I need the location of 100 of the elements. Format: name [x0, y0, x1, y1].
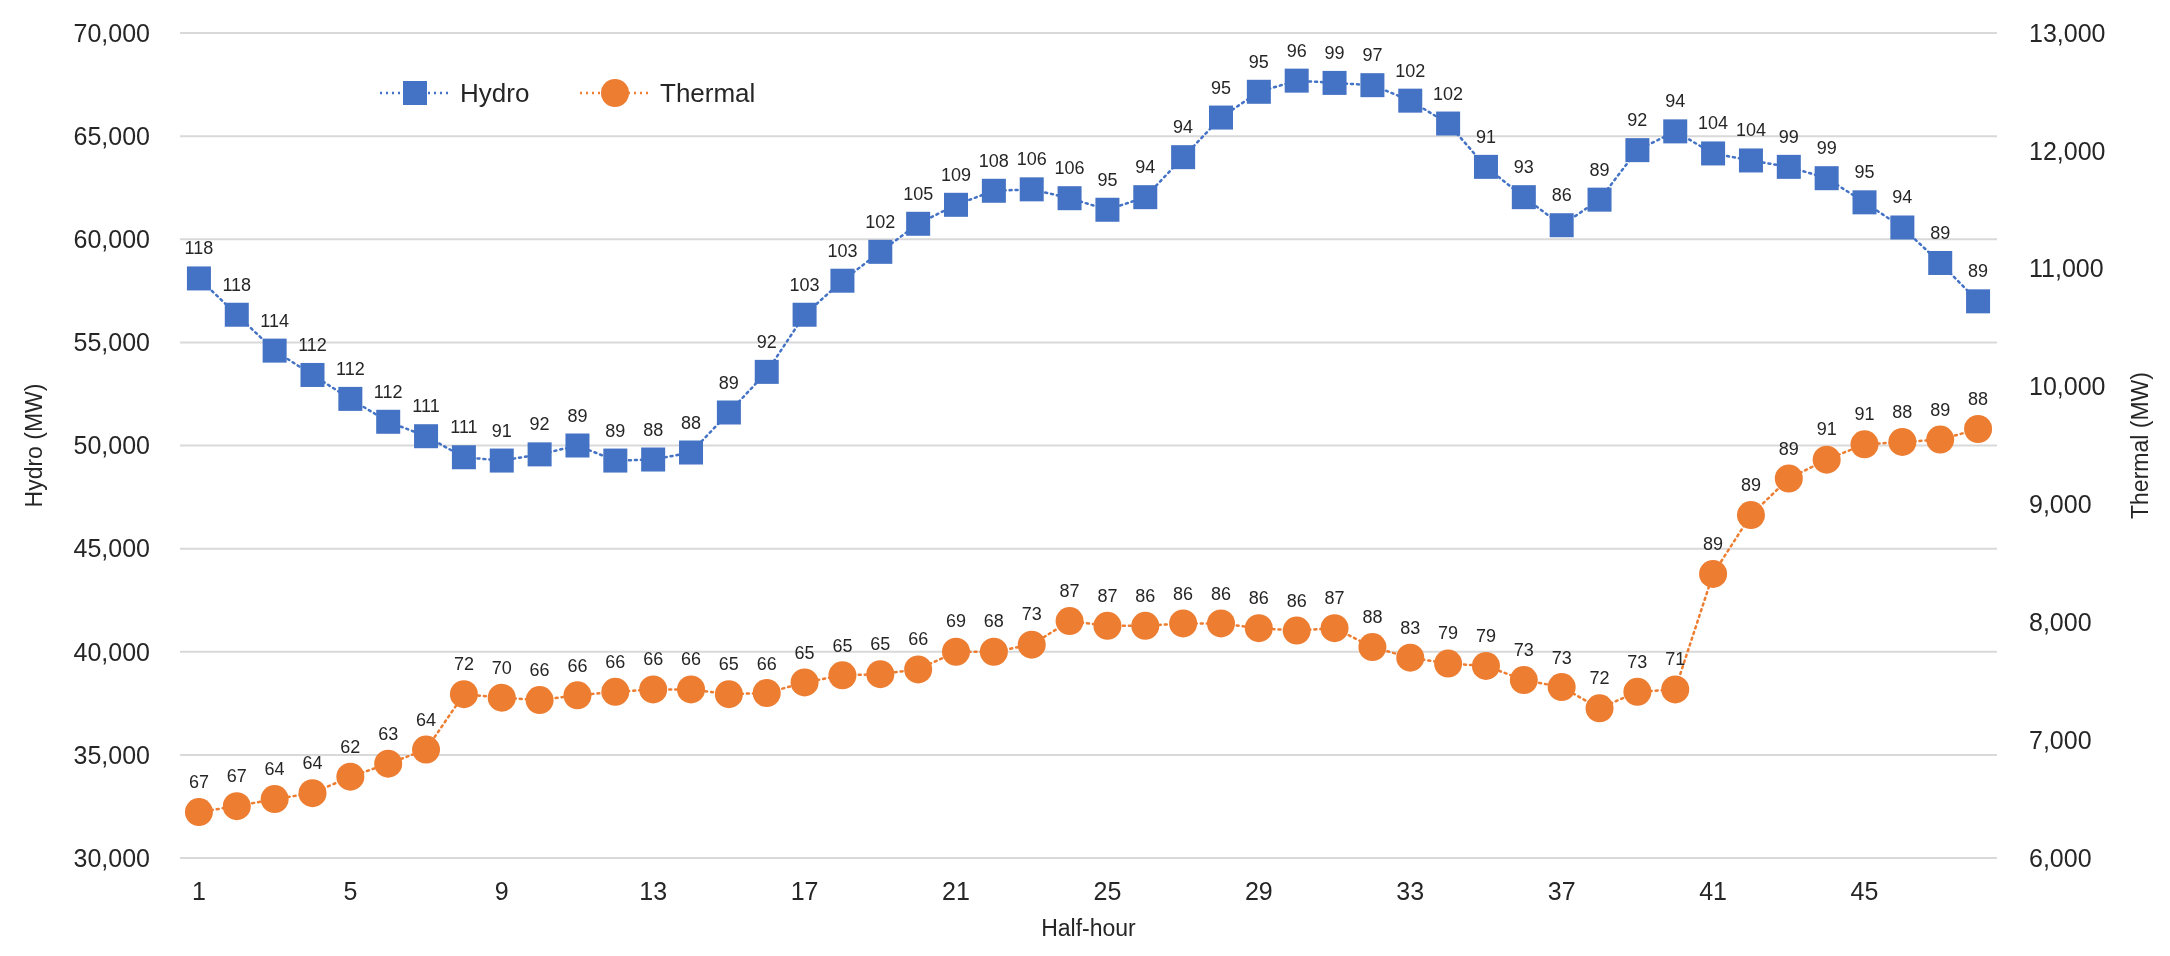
- annotation: 89: [1778, 438, 1799, 459]
- annotation: 104: [1735, 120, 1766, 141]
- point: [1890, 215, 1915, 240]
- annotation: 65: [832, 635, 853, 656]
- annotation: 88: [681, 412, 702, 433]
- point: [222, 792, 251, 821]
- annotation: 102: [1395, 60, 1426, 81]
- x-tick-label: 21: [942, 877, 970, 905]
- annotation: 109: [940, 164, 972, 185]
- point: [376, 409, 401, 434]
- y2-tick-label: 10,000: [2029, 372, 2106, 401]
- annotation: 118: [184, 238, 214, 259]
- annotation: 88: [643, 419, 664, 440]
- point: [487, 683, 516, 712]
- annotation: 73: [1021, 604, 1042, 625]
- point: [565, 433, 590, 458]
- point: [1055, 607, 1084, 636]
- annotation: 111: [412, 396, 440, 417]
- point: [1171, 145, 1196, 170]
- annotation: 114: [260, 310, 289, 331]
- y-tick-label: 45,000: [73, 534, 150, 563]
- annotation: 68: [983, 611, 1004, 632]
- point: [1814, 166, 1839, 191]
- y-axis-title: Hydro (MW): [21, 383, 47, 508]
- annotation: 64: [416, 709, 437, 730]
- point: [981, 178, 1006, 203]
- point: [298, 779, 327, 808]
- annotation: 87: [1097, 585, 1118, 606]
- annotation: 112: [335, 358, 365, 379]
- point: [300, 362, 325, 387]
- point: [906, 211, 931, 236]
- annotation: 65: [718, 654, 739, 675]
- y-tick-label: 30,000: [73, 843, 150, 872]
- point: [1776, 154, 1801, 179]
- annotation: 86: [1551, 185, 1572, 206]
- annotation: 87: [1059, 580, 1080, 601]
- x-tick-label: 29: [1244, 877, 1273, 905]
- point: [1661, 675, 1690, 704]
- y2-tick-label: 7,000: [2029, 725, 2092, 754]
- point: [336, 762, 365, 791]
- annotation: 66: [681, 649, 702, 670]
- point: [1549, 213, 1574, 238]
- y-tick-label: 60,000: [73, 225, 150, 253]
- annotation: 91: [1816, 419, 1837, 440]
- annotation: 89: [567, 405, 588, 426]
- point: [904, 655, 933, 684]
- point: [1926, 425, 1955, 454]
- point: [601, 677, 630, 706]
- annotation: 67: [226, 765, 247, 786]
- point: [828, 661, 857, 690]
- x-tick-label: 25: [1093, 877, 1122, 905]
- point: [563, 681, 592, 710]
- annotation: 88: [1892, 401, 1913, 422]
- annotation: 95: [1210, 77, 1232, 98]
- point: [1812, 445, 1841, 474]
- annotation: 94: [1892, 187, 1913, 208]
- y2-tick-label: 11,000: [2029, 254, 2104, 283]
- annotation: 66: [529, 660, 550, 681]
- point: [679, 440, 704, 465]
- point: [186, 266, 211, 291]
- point: [1625, 138, 1650, 163]
- point: [1244, 614, 1273, 643]
- point: [338, 386, 363, 411]
- annotation: 112: [298, 334, 327, 355]
- point: [1019, 177, 1044, 202]
- annotation: 73: [1513, 639, 1534, 660]
- point: [1738, 148, 1763, 173]
- annotation: 94: [1135, 157, 1156, 178]
- point: [1928, 250, 1953, 275]
- annotation: 89: [1930, 399, 1951, 420]
- annotation: 70: [491, 657, 512, 678]
- point: [1852, 190, 1877, 215]
- point: [224, 302, 249, 327]
- point: [752, 679, 781, 707]
- annotation: 106: [1016, 149, 1047, 170]
- point: [1471, 651, 1500, 680]
- annotation: 99: [1324, 42, 1345, 63]
- annotation: 92: [529, 414, 550, 435]
- annotation: 66: [908, 628, 929, 649]
- point: [1206, 609, 1235, 638]
- annotation: 91: [1854, 404, 1875, 425]
- y2-axis-title: Thermal (MW): [2127, 372, 2153, 519]
- annotation: 72: [453, 654, 474, 675]
- point: [1434, 649, 1463, 678]
- y2-tick-label: 9,000: [2029, 490, 2092, 519]
- point: [414, 424, 439, 449]
- annotation: 87: [1324, 588, 1345, 609]
- point: [714, 680, 743, 709]
- annotation: 66: [643, 649, 664, 670]
- annotation: 94: [1173, 117, 1194, 138]
- point: [639, 675, 668, 704]
- annotation: 66: [756, 653, 777, 674]
- annotation: 103: [789, 274, 820, 295]
- point: [1966, 289, 1991, 314]
- point: [260, 785, 289, 814]
- annotation: 73: [1627, 651, 1648, 672]
- x-tick-label: 33: [1396, 877, 1425, 905]
- point: [525, 686, 554, 715]
- point: [1360, 73, 1385, 98]
- point: [1774, 464, 1803, 493]
